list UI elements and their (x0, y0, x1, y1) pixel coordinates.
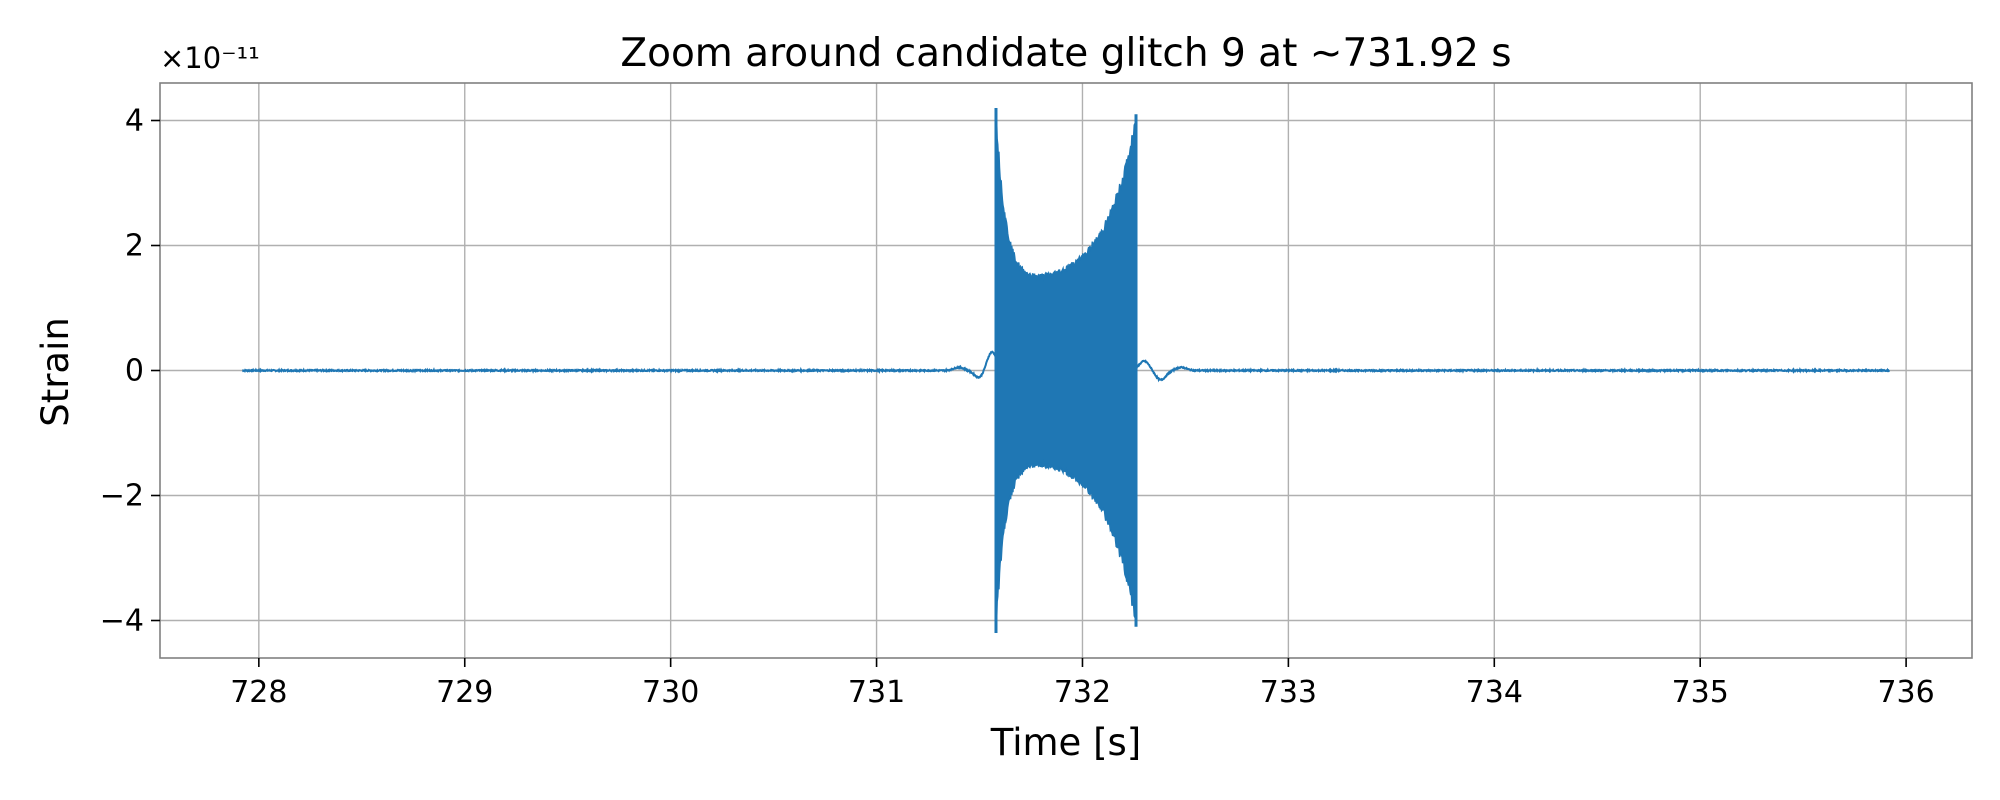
axis-ticks: 728 729 730 731 732 733 734 735 736 −4 −2 0 2 4 (100, 104, 1935, 711)
x-axis-label: Time [s] (990, 721, 1141, 764)
y-tick-label: 0 (125, 354, 144, 389)
x-tick-label: 733 (1260, 675, 1317, 710)
x-tick-label: 732 (1054, 675, 1111, 710)
x-tick-label: 729 (436, 675, 493, 710)
y-axis-label: Strain (34, 317, 77, 427)
y-tick-label: −2 (100, 479, 144, 514)
x-tick-label: 735 (1672, 675, 1729, 710)
x-tick-label: 731 (848, 675, 905, 710)
data-series (241, 108, 1890, 633)
y-tick-label: 4 (125, 104, 144, 139)
y-tick-label: −4 (100, 604, 144, 639)
chart-title: Zoom around candidate glitch 9 at ~731.9… (620, 31, 1511, 76)
series-line-post (1135, 359, 1890, 383)
y-tick-label: 2 (125, 229, 144, 264)
x-tick-label: 734 (1466, 675, 1523, 710)
x-tick-label: 730 (642, 675, 699, 710)
glitch-burst (995, 116, 1137, 625)
series-line-pre (241, 350, 997, 380)
y-offset-label: ×10⁻¹¹ (160, 41, 260, 75)
x-tick-label: 728 (230, 675, 287, 710)
x-tick-label: 736 (1877, 675, 1934, 710)
